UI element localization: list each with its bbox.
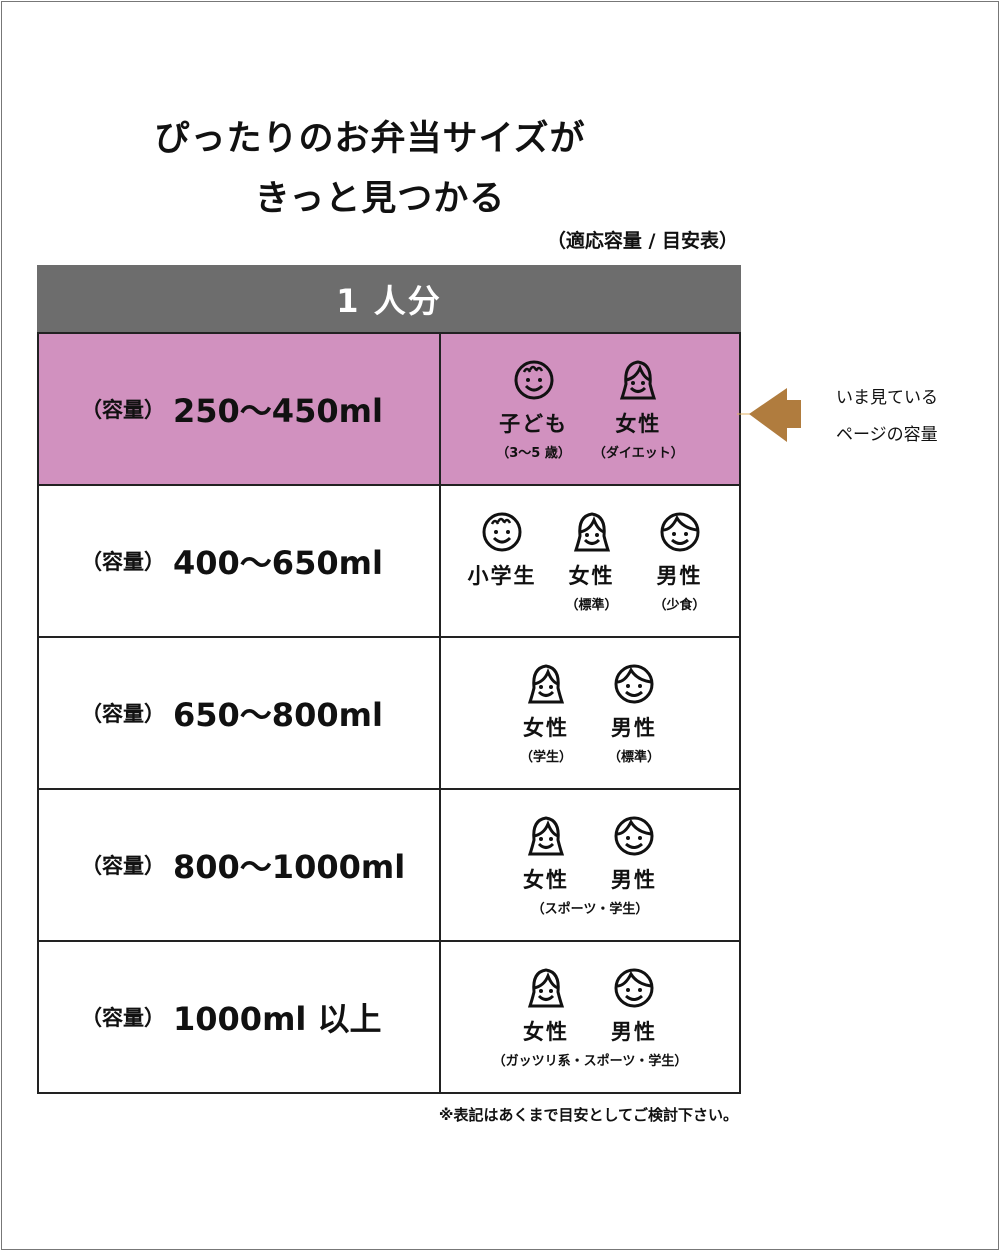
person-男性: 男性 （少食） (647, 510, 713, 613)
person-label: 男性 (611, 1019, 657, 1044)
person-男性: 男性 (601, 966, 667, 1046)
man-face-icon (614, 968, 654, 1007)
person-子ども: 子ども （3〜5 歳） (496, 358, 571, 461)
capacity-prefix: （容量） (81, 1006, 165, 1030)
size-guide-table: 1 人分 （容量） 250〜450ml 子ども （3〜5 歳） 女性 （ダイエッ… (37, 265, 741, 1094)
person-女性: 女性 (513, 814, 579, 894)
target-cell: 子ども （3〜5 歳） 女性 （ダイエット） (441, 334, 739, 484)
person-女性: 女性 (513, 966, 579, 1046)
person-note: （学生） (519, 749, 572, 765)
table-header: 1 人分 (37, 265, 741, 332)
woman-face-icon (527, 815, 565, 855)
title-line-2: きっと見つかる (254, 179, 506, 219)
person-label: 男性 (611, 867, 657, 892)
footnote: ※表記はあくまで目安としてご検討下さい。 (438, 1106, 738, 1124)
person-note: （少食） (653, 597, 706, 613)
capacity-prefix: （容量） (81, 854, 165, 878)
person-label: 女性 (568, 563, 615, 588)
person-女性: 女性 （標準） (559, 510, 625, 613)
person-男性: 男性 （標準） (601, 662, 667, 765)
person-label: 男性 (611, 715, 657, 740)
person-label: 子ども (499, 411, 569, 436)
capacity-cell: （容量） 250〜450ml (39, 334, 441, 484)
person-note: （標準） (565, 597, 618, 613)
woman-face-icon (527, 967, 565, 1007)
table-row: （容量） 1000ml 以上 女性 男性 （ガッツリ系・スポーツ・学生） (39, 940, 739, 1092)
table-row: （容量） 650〜800ml 女性 （学生） 男性 （標準） (39, 636, 739, 788)
target-cell: 小学生 女性 （標準） 男性 （少食） (441, 486, 739, 636)
target-cell: 女性 （学生） 男性 （標準） (441, 638, 739, 788)
capacity-prefix: （容量） (81, 398, 165, 422)
capacity-value: 650〜800ml (173, 696, 383, 734)
indicator-line-1: いま見ている (836, 388, 938, 408)
child-face-icon (514, 360, 554, 399)
table-row: （容量） 250〜450ml 子ども （3〜5 歳） 女性 （ダイエット） (39, 332, 739, 484)
target-cell: 女性 男性 （ガッツリ系・スポーツ・学生） (441, 942, 739, 1092)
row-note: （ガッツリ系・スポーツ・学生） (492, 1053, 688, 1069)
capacity-cell: （容量） 800〜1000ml (39, 790, 441, 940)
capacity-prefix: （容量） (81, 550, 165, 574)
capacity-value: 800〜1000ml (173, 848, 406, 886)
person-note: （3〜5 歳） (496, 445, 571, 461)
capacity-value: 1000ml 以上 (173, 1000, 382, 1038)
target-cell: 女性 男性 （スポーツ・学生） (441, 790, 739, 940)
woman-face-icon (620, 359, 657, 399)
subtitle: （適応容量 / 目安表） (546, 230, 738, 252)
person-note: （ダイエット） (592, 445, 684, 461)
table-row: （容量） 400〜650ml 小学生 女性 （標準） 男性 （少食） (39, 484, 739, 636)
capacity-cell: （容量） 400〜650ml (39, 486, 441, 636)
person-label: 小学生 (467, 563, 537, 588)
person-label: 女性 (523, 715, 569, 740)
capacity-prefix: （容量） (81, 702, 165, 726)
person-note: （標準） (607, 749, 660, 765)
row-note: （スポーツ・学生） (531, 901, 649, 917)
person-女性: 女性 （学生） (513, 662, 579, 765)
person-label: 男性 (656, 563, 703, 588)
person-女性: 女性 （ダイエット） (593, 358, 684, 461)
title-line-1: ぴったりのお弁当サイズが (154, 119, 586, 159)
man-face-icon (614, 664, 654, 703)
indicator-line-2: ページの容量 (836, 425, 938, 445)
person-label: 女性 (523, 867, 569, 892)
woman-face-icon (573, 511, 610, 551)
person-男性: 男性 (601, 814, 667, 894)
capacity-value: 400〜650ml (173, 544, 383, 582)
person-label: 女性 (615, 411, 662, 436)
capacity-cell: （容量） 1000ml 以上 (39, 942, 441, 1092)
person-label: 女性 (523, 1019, 569, 1044)
man-face-icon (614, 816, 654, 855)
capacity-value: 250〜450ml (173, 392, 383, 430)
man-face-icon (660, 512, 699, 551)
capacity-cell: （容量） 650〜800ml (39, 638, 441, 788)
person-小学生: 小学生 (468, 510, 537, 613)
arrow-left-icon (737, 388, 801, 442)
woman-face-icon (527, 663, 565, 703)
child-face-icon (482, 512, 522, 551)
table-row: （容量） 800〜1000ml 女性 男性 （スポーツ・学生） (39, 788, 739, 940)
